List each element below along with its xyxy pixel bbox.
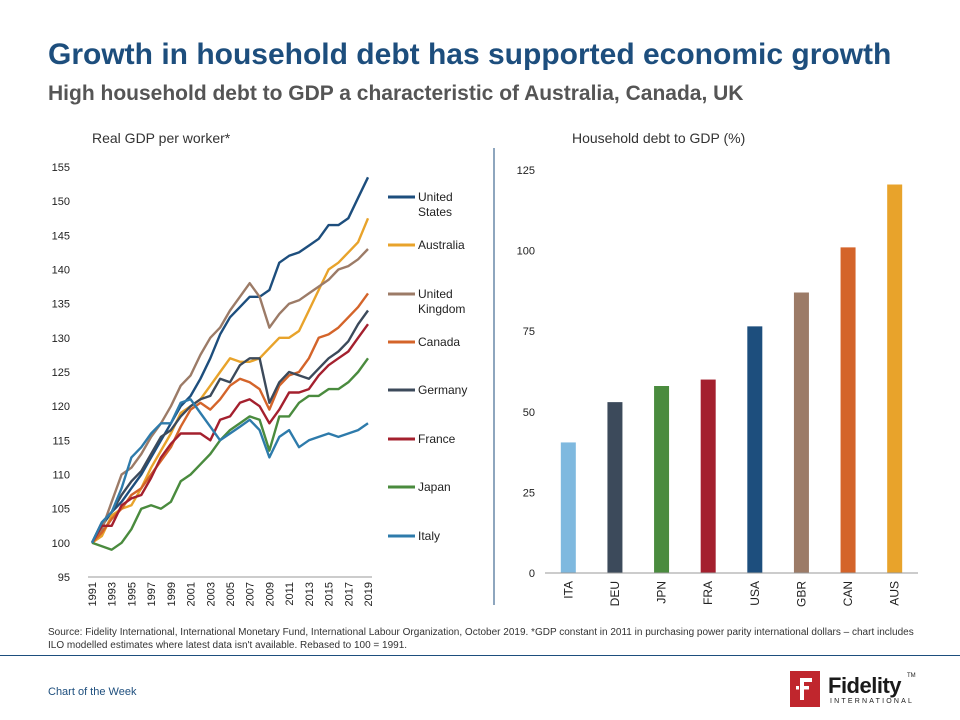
line-y-tick-label: 125 (52, 367, 70, 379)
bar-y-tick-label: 0 (529, 568, 535, 580)
series-line-japan (91, 357, 369, 551)
line-y-tick-label: 130 (52, 333, 70, 345)
bar-y-tick-label: 25 (523, 487, 535, 499)
line-chart-x-axis: 1991 1993 1995 1997 1999 2001 2003 2005 2007 2009… (87, 576, 375, 606)
household-debt-bar-chart: 0 25 50 75 100 125 ITA DEU JPN FRA USA GBR CAN AUS (517, 165, 918, 607)
bar-category-label-fra: FRA (701, 581, 715, 605)
bar-chart-title: Household debt to GDP (%) (572, 130, 746, 146)
line-x-tick-label: 2017 (343, 582, 355, 606)
bar-y-tick-label: 75 (523, 326, 535, 338)
slide-title: Growth in household debt has supported e… (48, 38, 892, 71)
line-x-tick-label: 2005 (225, 582, 237, 606)
legend-label-united-states: United States (418, 190, 453, 219)
bar-y-tick-label: 50 (523, 407, 535, 419)
gdp-per-worker-line-chart: 95 100 105 110 115 120 125 130 135 140 145 150 155 1… (52, 162, 468, 606)
series-line-france (90, 323, 369, 544)
line-x-tick-label: 1999 (166, 582, 178, 606)
line-y-tick-label: 115 (52, 435, 70, 447)
fidelity-logo: Fidelity TM INTERNATIONAL (790, 671, 916, 711)
slide-subtitle: High household debt to GDP a characteris… (48, 82, 744, 105)
bar-category-label-ita: ITA (561, 581, 575, 599)
line-y-tick-label: 145 (52, 230, 70, 242)
source-note: Source: Fidelity International, Internat… (48, 627, 914, 651)
bar-chart-y-axis: 0 25 50 75 100 125 (517, 165, 535, 580)
line-chart-series (90, 176, 370, 551)
line-x-tick-label: 2007 (245, 582, 257, 606)
bar-chart-x-axis: ITA DEU JPN FRA USA GBR CAN AUS (545, 572, 918, 607)
line-y-tick-label: 105 (52, 504, 70, 516)
legend-label-france: France (418, 432, 456, 446)
logo-trademark: TM (907, 673, 916, 679)
line-chart-title: Real GDP per worker* (92, 130, 231, 146)
line-x-tick-label: 2009 (264, 582, 276, 606)
bar-gbr (793, 292, 809, 573)
legend-label-australia: Australia (418, 238, 465, 252)
bar-ita (560, 442, 576, 573)
series-line-canada (91, 292, 369, 544)
line-chart-y-axis: 95 100 105 110 115 120 125 130 135 140 145 150 155 (52, 162, 70, 584)
series-line-italy (90, 398, 369, 544)
bar-chart-bars (560, 184, 903, 573)
line-x-tick-label: 2015 (324, 582, 336, 606)
line-x-tick-label: 1991 (87, 582, 99, 606)
legend-label-united-kingdom: United Kingdom (418, 287, 465, 316)
chart-area: 95 100 105 110 115 120 125 130 135 140 145 150 155 1… (52, 148, 918, 607)
line-y-tick-label: 150 (52, 196, 70, 208)
legend-label-japan: Japan (418, 480, 451, 494)
series-line-united-states (90, 176, 370, 544)
series-line-united-kingdom (91, 248, 369, 544)
line-x-tick-label: 1993 (107, 582, 119, 606)
line-y-tick-label: 135 (52, 299, 70, 311)
line-y-tick-label: 110 (52, 470, 70, 482)
fidelity-f-icon (790, 671, 820, 707)
bar-aus (887, 184, 903, 573)
bar-fra (700, 379, 716, 573)
legend-label-germany: Germany (418, 383, 467, 397)
bar-category-label-gbr: GBR (794, 581, 808, 607)
line-x-tick-label: 2011 (284, 582, 296, 606)
line-y-tick-label: 100 (52, 538, 70, 550)
line-y-tick-label: 155 (52, 162, 70, 174)
line-x-tick-label: 1995 (126, 582, 138, 606)
bar-category-label-aus: AUS (888, 581, 902, 606)
bar-y-tick-label: 100 (517, 246, 535, 258)
line-y-tick-label: 95 (58, 572, 70, 584)
line-x-tick-label: 1997 (146, 582, 158, 606)
footer-label: Chart of the Week (48, 686, 137, 698)
bar-category-label-deu: DEU (608, 581, 622, 606)
footer-divider (0, 655, 960, 656)
series-line-germany (90, 309, 369, 544)
legend-label-italy: Italy (418, 529, 440, 543)
bar-jpn (654, 386, 670, 573)
line-y-tick-label: 140 (52, 265, 70, 277)
logo-subtitle: INTERNATIONAL (830, 698, 915, 705)
bar-y-tick-label: 125 (517, 165, 535, 177)
line-x-tick-label: 2003 (205, 582, 217, 606)
bar-category-label-can: CAN (841, 581, 855, 606)
logo-wordmark: Fidelity (828, 673, 902, 698)
line-x-tick-label: 2019 (363, 582, 375, 606)
line-x-tick-label: 2001 (186, 582, 198, 606)
bar-can (840, 247, 856, 573)
bar-category-label-jpn: JPN (655, 581, 669, 604)
bar-usa (747, 326, 763, 573)
line-chart-legend: United States Australia United Kingdom Canada… (388, 190, 467, 543)
bar-category-label-usa: USA (748, 581, 762, 606)
line-x-tick-label: 2013 (304, 582, 316, 606)
bar-deu (607, 402, 623, 573)
legend-label-canada: Canada (418, 335, 460, 349)
line-y-tick-label: 120 (52, 401, 70, 413)
